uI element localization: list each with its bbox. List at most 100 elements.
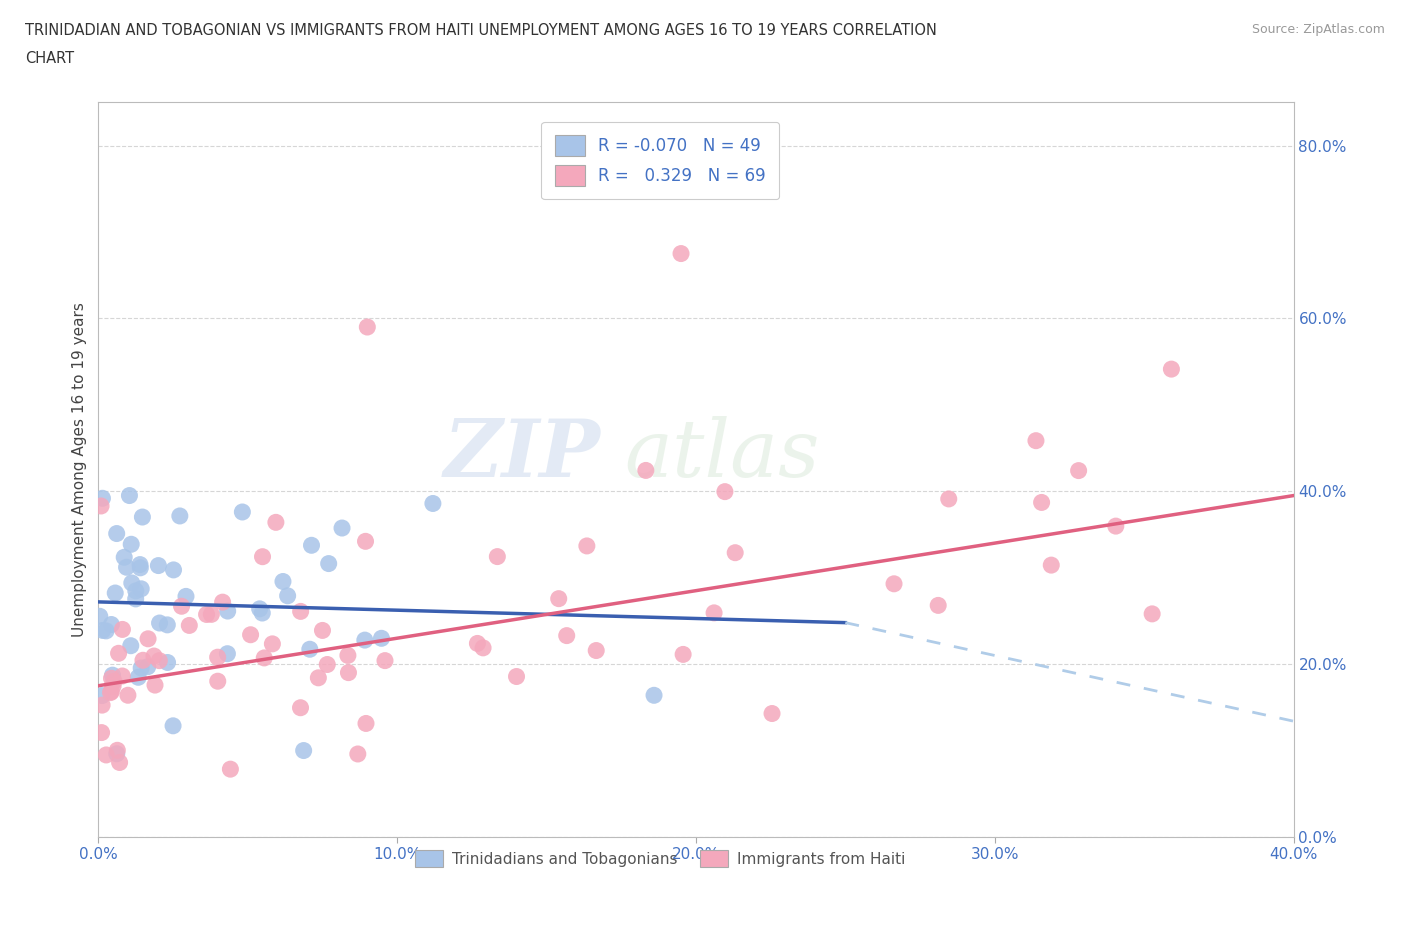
Point bbox=[179, 618, 201, 633]
Point bbox=[129, 660, 152, 675]
Point bbox=[91, 491, 114, 506]
Point bbox=[169, 509, 191, 524]
Point bbox=[264, 515, 287, 530]
Point bbox=[353, 632, 375, 647]
Point bbox=[107, 645, 129, 660]
Point bbox=[219, 762, 242, 777]
Text: atlas: atlas bbox=[624, 417, 820, 494]
Point bbox=[262, 636, 284, 651]
Point bbox=[94, 623, 117, 638]
Point bbox=[290, 604, 312, 618]
Point bbox=[104, 586, 127, 601]
Point bbox=[249, 602, 271, 617]
Point bbox=[290, 700, 312, 715]
Point bbox=[422, 496, 444, 511]
Point bbox=[1031, 495, 1053, 510]
Point bbox=[575, 538, 598, 553]
Point bbox=[200, 607, 222, 622]
Point bbox=[486, 549, 509, 564]
Point bbox=[118, 488, 141, 503]
Point bbox=[125, 583, 148, 598]
Point bbox=[148, 616, 170, 631]
Point bbox=[131, 510, 153, 525]
Point bbox=[292, 743, 315, 758]
Point bbox=[217, 604, 239, 618]
Point bbox=[100, 684, 122, 699]
Point bbox=[120, 537, 142, 551]
Point bbox=[336, 648, 359, 663]
Point bbox=[938, 491, 960, 506]
Point bbox=[1067, 463, 1090, 478]
Point bbox=[643, 688, 665, 703]
Point bbox=[105, 743, 128, 758]
Point bbox=[547, 591, 569, 606]
Point bbox=[111, 622, 134, 637]
Point bbox=[195, 607, 218, 622]
Point bbox=[125, 591, 148, 606]
Point bbox=[156, 618, 179, 632]
Point bbox=[354, 534, 377, 549]
Point bbox=[174, 589, 197, 604]
Point bbox=[117, 688, 139, 703]
Point bbox=[148, 558, 170, 573]
Point bbox=[555, 628, 578, 643]
Point bbox=[271, 574, 294, 589]
Point bbox=[162, 718, 184, 733]
Point bbox=[472, 641, 495, 656]
Point bbox=[307, 671, 329, 685]
Point bbox=[252, 550, 274, 565]
Point bbox=[1105, 519, 1128, 534]
Point bbox=[207, 673, 229, 688]
Point bbox=[100, 685, 122, 700]
Point bbox=[207, 650, 229, 665]
Point bbox=[316, 658, 339, 672]
Point bbox=[105, 747, 128, 762]
Point bbox=[505, 669, 527, 684]
Point bbox=[634, 463, 657, 478]
Point bbox=[91, 623, 114, 638]
Point bbox=[100, 671, 122, 685]
Point bbox=[217, 646, 239, 661]
Point bbox=[301, 538, 323, 552]
Point bbox=[132, 653, 155, 668]
Point bbox=[90, 725, 112, 740]
Point bbox=[356, 320, 378, 335]
Point bbox=[143, 648, 166, 663]
Point bbox=[311, 623, 333, 638]
Point bbox=[346, 747, 368, 762]
Point bbox=[370, 631, 392, 645]
Point bbox=[129, 557, 152, 572]
Point bbox=[467, 636, 489, 651]
Point bbox=[672, 647, 695, 662]
Point bbox=[111, 669, 134, 684]
Point bbox=[724, 545, 747, 560]
Point bbox=[1040, 558, 1063, 573]
Point bbox=[883, 577, 905, 591]
Point bbox=[374, 653, 396, 668]
Text: CHART: CHART bbox=[25, 51, 75, 66]
Point bbox=[585, 643, 607, 658]
Point bbox=[1140, 606, 1163, 621]
Point bbox=[1160, 362, 1182, 377]
Point bbox=[156, 655, 179, 670]
Point bbox=[148, 653, 170, 668]
Point bbox=[89, 609, 111, 624]
Point bbox=[112, 550, 135, 565]
Point bbox=[91, 688, 114, 703]
Point bbox=[103, 674, 125, 689]
Point bbox=[108, 755, 131, 770]
Point bbox=[330, 521, 353, 536]
Point bbox=[127, 670, 149, 684]
Point bbox=[337, 665, 360, 680]
Text: ZIP: ZIP bbox=[443, 417, 600, 494]
Text: Source: ZipAtlas.com: Source: ZipAtlas.com bbox=[1251, 23, 1385, 36]
Point bbox=[318, 556, 340, 571]
Point bbox=[101, 668, 124, 683]
Point bbox=[121, 576, 143, 591]
Point bbox=[231, 505, 253, 520]
Point bbox=[703, 605, 725, 620]
Text: TRINIDADIAN AND TOBAGONIAN VS IMMIGRANTS FROM HAITI UNEMPLOYMENT AMONG AGES 16 T: TRINIDADIAN AND TOBAGONIAN VS IMMIGRANTS… bbox=[25, 23, 938, 38]
Point bbox=[669, 246, 692, 261]
Point bbox=[129, 581, 152, 596]
Point bbox=[143, 678, 166, 693]
